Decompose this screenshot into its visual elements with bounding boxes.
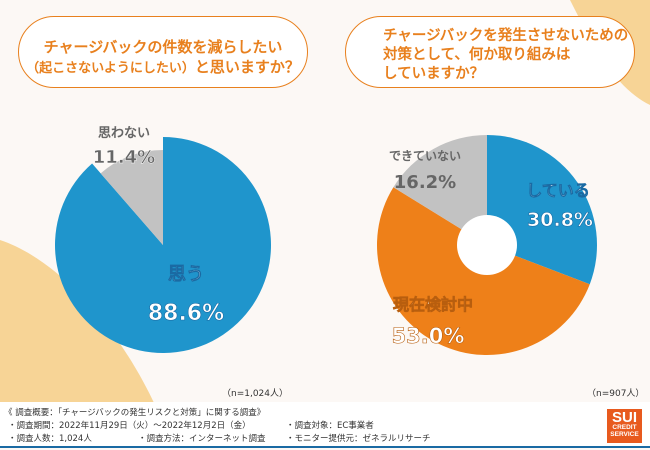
- peach-shape-bottom-left: [0, 240, 155, 405]
- pie1-value-no: 11.4%: [93, 147, 155, 168]
- pie1-slice-yes: [54, 137, 272, 354]
- pie2-label-doing: している: [526, 181, 590, 200]
- pie2-label-not-yet: できていない: [389, 149, 461, 163]
- pie-chart-1: [54, 137, 272, 354]
- pie2-value-not-yet: 16.2%: [394, 172, 456, 193]
- logo-line1: SUI: [611, 409, 637, 426]
- pie2-value-considering: 53.0%: [392, 324, 465, 348]
- pie1-sample-size: （n=1,024人）: [222, 389, 289, 399]
- pie2-donut-hole: [457, 215, 517, 275]
- question-1-bubble: チャージバックの件数を減らしたい （起こさないようにしたい）と思いますか？: [18, 16, 308, 88]
- logo-line2: CREDIT: [612, 424, 637, 431]
- sui-credit-service-logo: SUI CREDIT SERVICE: [607, 409, 642, 443]
- question-2-line2: 対策として、何か取り組みは: [383, 47, 571, 63]
- question-1-line2-rest: と思いますか？: [194, 58, 300, 76]
- footer-divider: [0, 446, 650, 448]
- footer-provider: ・モニター提供元：ゼネラルリサーチ: [286, 434, 431, 444]
- footer-count: ・調査人数：1,024人: [8, 434, 92, 444]
- footer-period: ・調査期間：2022年11月29日（火）～2022年12月2日（金）: [8, 421, 251, 431]
- pie2-slice-2: [393, 135, 487, 245]
- pie-chart-2: [376, 135, 597, 355]
- pie2-label-considering: 現在検討中: [393, 295, 473, 314]
- footer-title: 《 調査概要：「チャージバックの発生リスクと対策」に関する調査》: [4, 408, 266, 418]
- question-2-line1: チャージバックを発生させないための: [383, 28, 629, 44]
- pie2-sample-size: （n=907人）: [587, 389, 645, 399]
- pie2-value-doing: 30.8%: [527, 209, 593, 231]
- pie1-slice-no: [100, 149, 163, 245]
- pie1-value-yes: 88.6%: [148, 301, 224, 326]
- question-2-bubble: チャージバックを発生させないための 対策として、何か取り組みは していますか？: [345, 16, 635, 88]
- question-1-line2: （起こさないようにしたい）と思いますか？: [19, 57, 307, 79]
- question-1-line1: チャージバックの件数を減らしたい: [43, 38, 283, 56]
- question-1-parenthetical: （起こさないようにしたい）: [26, 61, 195, 76]
- logo-line3: SERVICE: [610, 430, 639, 438]
- footer-target: ・調査対象：EC事業者: [286, 421, 374, 431]
- survey-footer: 《 調査概要：「チャージバックの発生リスクと対策」に関する調査》 ・調査期間：2…: [0, 402, 650, 448]
- question-2-line3: していますか？: [383, 66, 485, 82]
- pie1-label-yes: 思う: [168, 264, 204, 285]
- footer-method: ・調査方法：インターネット調査: [138, 434, 266, 444]
- pie1-label-no: 思わない: [98, 126, 150, 141]
